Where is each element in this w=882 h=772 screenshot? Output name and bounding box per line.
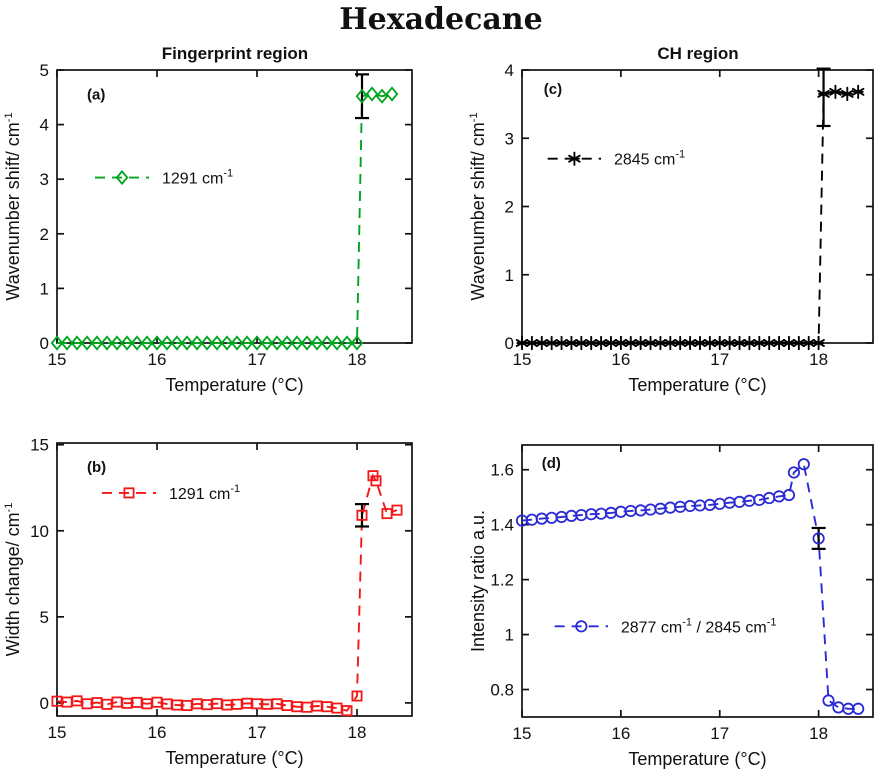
x-axis-label: Temperature (°C)	[628, 375, 766, 395]
legend: 2877 cm-1 / 2845 cm-1	[554, 616, 777, 636]
y-tick-label: 0	[40, 334, 49, 353]
y-tick-label: 1	[505, 266, 514, 285]
series-line	[522, 90, 859, 344]
panel-label: (d)	[542, 455, 561, 472]
x-tick-label: 17	[710, 350, 729, 369]
x-axis-label: Temperature (°C)	[165, 748, 303, 768]
chart-svg-b: 15 16 17 18 0 5 10 15 Temperature (°C) Width chan…	[3, 436, 413, 768]
y-tick-label: 3	[505, 129, 514, 148]
y-tick-label: 10	[30, 522, 49, 541]
y-axis-label: Wavenumber shift/ cm-1	[468, 112, 488, 300]
legend: 1291 cm-1	[95, 168, 233, 188]
series-line	[56, 473, 398, 712]
y-tick-label: 2	[505, 198, 514, 217]
series-markers	[515, 84, 865, 351]
y-axis-label: Intensity ratio a.u.	[468, 510, 488, 652]
series-line	[521, 462, 859, 710]
x-tick-label: 18	[348, 350, 367, 369]
y-tick-label: 5	[40, 61, 49, 80]
panel-label: (b)	[87, 459, 106, 476]
y-axis-label: Wavenumber shift/ cm-1	[3, 112, 23, 300]
legend-label: 2877 cm-1 / 2845 cm-1	[621, 616, 777, 636]
x-axis-label: Temperature (°C)	[165, 375, 303, 395]
x-tick-label: 15	[48, 723, 67, 742]
column-header-fingerprint-region: Fingerprint region	[161, 44, 309, 63]
error-bar	[355, 503, 369, 528]
chart-svg-d: 15 16 17 18 0.8 1 1.2 1.4 1.6 Temperature (°C) Int…	[468, 444, 874, 769]
panel-label: (a)	[87, 87, 105, 104]
y-tick-label: 0	[505, 334, 514, 353]
legend-label: 1291 cm-1	[169, 483, 240, 503]
x-tick-label: 18	[809, 350, 828, 369]
column-header-ch-region: CH region	[657, 44, 739, 63]
y-axis-label: Width change/ cm-1	[3, 503, 23, 657]
y-tick-label: 4	[505, 61, 514, 80]
series-line	[57, 93, 393, 344]
y-tick-label: 1	[40, 279, 49, 298]
y-tick-label: 1.2	[490, 571, 514, 590]
x-tick-label: 16	[611, 350, 630, 369]
y-tick-label: 1.6	[490, 461, 514, 480]
legend: 1291 cm-1	[102, 483, 240, 503]
panel-c-chart: 15 16 17 18 0 1 2 3 4 Temperature (°C) Wavenumber …	[441, 60, 882, 402]
legend-label: 1291 cm-1	[162, 168, 233, 188]
x-tick-label: 15	[513, 350, 532, 369]
error-bar	[355, 73, 369, 120]
x-tick-label: 17	[710, 724, 729, 743]
series-markers	[51, 470, 403, 717]
x-tick-label: 16	[611, 724, 630, 743]
y-tick-label: 0.8	[490, 681, 514, 700]
panel-d-chart: 15 16 17 18 0.8 1 1.2 1.4 1.6 Temperature (°C) Int…	[441, 430, 882, 772]
chart-svg-a: 15 16 17 18 0 1 2 3 4 5 Temperature (°C) Wavenumber…	[3, 61, 413, 395]
y-tick-label: 4	[40, 116, 49, 135]
y-tick-label: 1.4	[490, 516, 514, 535]
series-markers	[50, 86, 399, 351]
y-tick-label: 1	[505, 626, 514, 645]
x-tick-label: 17	[248, 350, 267, 369]
x-tick-label: 18	[809, 724, 828, 743]
x-tick-label: 17	[248, 723, 267, 742]
y-tick-label: 2	[40, 225, 49, 244]
panel-b-chart: 15 16 17 18 0 5 10 15 Temperature (°C) Width chan…	[0, 430, 441, 772]
y-tick-label: 0	[40, 694, 49, 713]
legend: 2845 cm-1	[547, 149, 685, 169]
x-tick-label: 15	[513, 724, 532, 743]
x-tick-label: 16	[148, 350, 167, 369]
series-markers	[515, 458, 865, 715]
panel-a-chart: 15 16 17 18 0 1 2 3 4 5 Temperature (°C) Wavenumber…	[0, 60, 441, 402]
y-tick-label: 15	[30, 436, 49, 455]
figure-title: Hexadecane	[339, 2, 543, 37]
x-tick-label: 18	[348, 723, 367, 742]
x-tick-label: 16	[148, 723, 167, 742]
y-tick-label: 5	[40, 608, 49, 627]
error-bar	[811, 526, 826, 550]
x-axis-label: Temperature (°C)	[628, 749, 766, 769]
chart-svg-c: 15 16 17 18 0 1 2 3 4 Temperature (°C) Wavenumber …	[468, 61, 874, 395]
panel-label: (c)	[544, 81, 562, 98]
y-tick-label: 3	[40, 170, 49, 189]
x-tick-label: 15	[48, 350, 67, 369]
legend-label: 2845 cm-1	[614, 149, 685, 169]
